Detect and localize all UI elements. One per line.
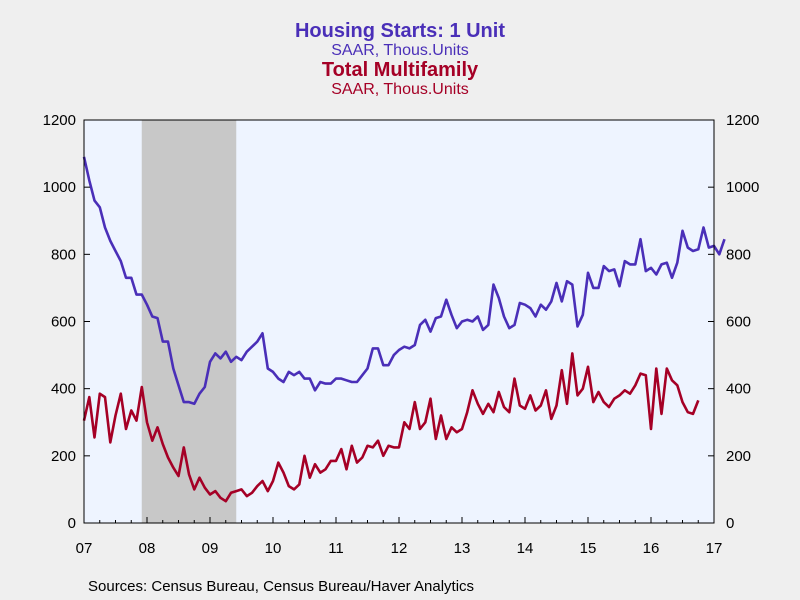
series-line-1 (82, 156, 726, 406)
y-tick-label-right: 1000 (726, 179, 759, 196)
y-tick-label-left: 1000 (43, 179, 76, 196)
source-note: Sources: Census Bureau, Census Bureau/Ha… (88, 578, 475, 595)
subtitle-series-2: SAAR, Thous.Units (331, 81, 469, 98)
x-tick-label: 17 (706, 540, 723, 557)
chart-titles: Housing Starts: 1 Unit SAAR, Thous.Units… (0, 20, 800, 98)
x-tick-label: 08 (139, 540, 156, 557)
recession-shade (141, 120, 237, 523)
x-tick-label: 16 (643, 540, 660, 557)
y-tick-label-right: 0 (726, 515, 734, 532)
series-line-2 (82, 352, 700, 503)
y-tick-label-left: 200 (51, 448, 76, 465)
y-tick-label-left: 400 (51, 381, 76, 398)
x-tick-label: 11 (328, 540, 344, 557)
title-series-1: Housing Starts: 1 Unit (294, 20, 505, 42)
x-tick-label: 07 (76, 540, 93, 557)
y-tick-label-right: 1200 (726, 112, 759, 129)
x-tick-label: 13 (454, 540, 471, 557)
y-tick-label-left: 1200 (43, 112, 76, 129)
y-tick-label-right: 200 (726, 448, 751, 465)
x-tick-label: 10 (265, 540, 282, 557)
y-tick-label-right: 400 (726, 381, 751, 398)
y-tick-label-left: 0 (68, 515, 76, 532)
y-tick-label-right: 800 (726, 246, 751, 263)
y-tick-label-left: 800 (51, 246, 76, 263)
y-tick-label-left: 600 (51, 314, 76, 331)
y-tick-label-right: 600 (726, 314, 751, 331)
x-tick-label: 12 (391, 540, 408, 557)
x-tick-label: 14 (517, 540, 534, 557)
subtitle-series-1: SAAR, Thous.Units (331, 42, 469, 59)
x-tick-label: 15 (580, 540, 597, 557)
title-series-2: Total Multifamily (321, 59, 479, 81)
x-tick-label: 09 (202, 540, 219, 557)
